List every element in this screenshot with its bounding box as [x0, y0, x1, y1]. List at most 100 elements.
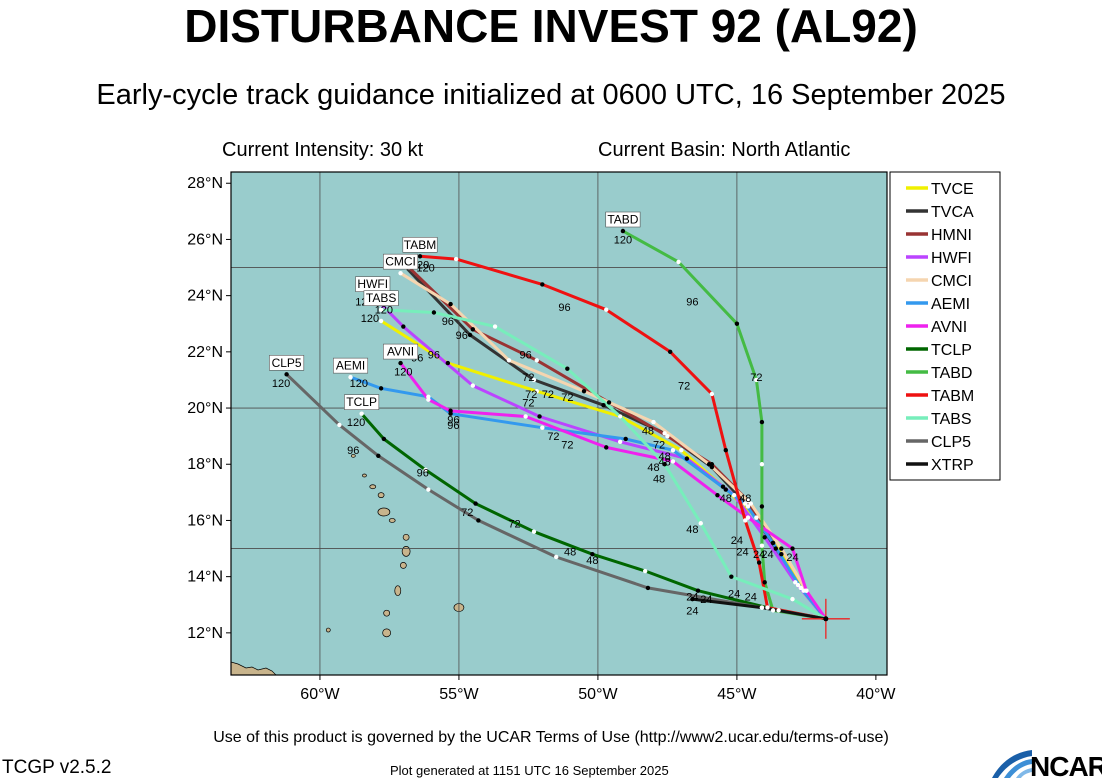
- forecast-point: [759, 462, 765, 467]
- end-label-avni: AVNI: [387, 345, 414, 359]
- forecast-point: [426, 487, 431, 492]
- island: [388, 518, 396, 523]
- forecast-point: [762, 535, 767, 540]
- forecast-point: [779, 546, 784, 551]
- y-tick-label: 28°N: [187, 175, 223, 192]
- forecast-point: [734, 321, 740, 326]
- forecast-hour-label: 48: [659, 451, 671, 463]
- forecast-point: [770, 608, 776, 613]
- forecast-hour-label: 96: [686, 296, 698, 308]
- y-tick-label: 22°N: [187, 344, 223, 361]
- forecast-hour-label: 72: [542, 389, 554, 401]
- forecast-hour-label: 24: [786, 552, 798, 564]
- forecast-hour-label: 48: [647, 462, 659, 474]
- forecast-hour-label: 24: [745, 591, 757, 603]
- legend-label: AVNI: [931, 319, 967, 336]
- y-tick-label: 18°N: [187, 456, 223, 473]
- terms-of-use: Use of this product is governed by the U…: [213, 729, 889, 746]
- lat-lon-grid: [231, 172, 887, 675]
- forecast-hour-label: 96: [447, 420, 459, 432]
- end-label-box: [363, 290, 399, 306]
- forecast-point: [431, 310, 437, 315]
- forecast-point: [467, 332, 473, 338]
- forecast-point: [759, 419, 765, 425]
- forecast-point: [776, 608, 781, 613]
- end-label-tabs: TABS: [366, 291, 396, 305]
- forecast-point: [448, 408, 453, 414]
- forecast-point: [743, 518, 748, 523]
- island: [350, 453, 356, 458]
- forecast-point: [401, 324, 406, 329]
- x-tick-label: 50°W: [578, 686, 618, 703]
- forecast-point: [676, 259, 681, 265]
- forecast-point: [617, 414, 623, 419]
- forecast-point: [706, 462, 712, 467]
- forecast-point: [690, 596, 695, 602]
- forecast-point: [798, 585, 804, 591]
- island: [325, 627, 331, 633]
- forecast-point: [470, 327, 476, 332]
- x-tick-label: 55°W: [439, 686, 479, 703]
- forecast-hour-label: 96: [520, 350, 532, 362]
- legend-label: HMNI: [931, 227, 972, 244]
- y-tick-label: 12°N: [187, 625, 223, 642]
- end-label-aemi: AEMI: [336, 359, 365, 373]
- forecast-point: [731, 492, 737, 498]
- forecast-point: [748, 501, 753, 506]
- forecast-hour-label: 24: [761, 549, 773, 561]
- coastline: [231, 661, 277, 675]
- track-tabs: [379, 308, 828, 621]
- plot-generated-time: Plot generated at 1151 UTC 16 September …: [390, 763, 669, 778]
- legend-label: CLP5: [931, 434, 971, 451]
- forecast-hour-label: 72: [525, 389, 537, 401]
- forecast-hour-label: 120: [375, 305, 393, 317]
- island: [377, 507, 391, 517]
- forecast-point: [476, 518, 481, 523]
- end-label-clp5: CLP5: [272, 356, 302, 370]
- forecast-point: [565, 366, 570, 371]
- forecast-point: [670, 459, 676, 464]
- forecast-hour-label: 120: [416, 263, 434, 275]
- forecast-point: [506, 358, 512, 363]
- forecast-point: [715, 492, 720, 498]
- forecast-hour-label: 96: [417, 468, 429, 480]
- current-intensity: Current Intensity: 30 kt: [222, 139, 424, 161]
- end-label-box: [402, 237, 438, 253]
- forecast-point: [423, 467, 428, 473]
- legend-label: CMCI: [931, 273, 972, 290]
- forecast-hour-label: 120: [361, 313, 379, 325]
- forecast-point: [759, 543, 765, 548]
- end-label-tabm: TABM: [404, 238, 436, 252]
- forecast-point: [531, 529, 537, 534]
- forecast-hour-label: 48: [642, 426, 654, 438]
- forecast-point: [523, 414, 528, 419]
- forecast-point: [581, 388, 587, 394]
- forecast-point: [606, 400, 612, 405]
- forecast-point: [642, 568, 648, 574]
- forecast-point: [759, 504, 765, 509]
- end-label-box: [333, 357, 369, 374]
- legend-label: TABM: [931, 388, 974, 405]
- land-masses: [231, 453, 465, 675]
- forecast-hour-label: 96: [442, 316, 454, 328]
- forecast-point: [531, 377, 537, 383]
- forecast-point: [378, 307, 384, 312]
- forecast-point: [745, 504, 751, 509]
- island: [362, 473, 367, 478]
- x-tick-label: 40°W: [856, 686, 896, 703]
- end-label-box: [269, 355, 305, 371]
- forecast-hour-label: 24: [700, 594, 712, 606]
- forecast-hour-label: 96: [456, 330, 468, 342]
- island: [401, 546, 411, 557]
- forecast-hour-label: 120: [614, 234, 632, 246]
- forecast-point: [623, 436, 628, 442]
- end-label-hwfi: HWFI: [357, 277, 388, 291]
- y-tick-label: 26°N: [187, 231, 223, 248]
- forecast-point: [651, 419, 656, 425]
- forecast-point: [617, 439, 623, 444]
- forecast-point: [284, 372, 289, 377]
- forecast-hour-label: 120: [350, 378, 368, 390]
- island: [383, 609, 391, 617]
- forecast-point: [398, 360, 403, 366]
